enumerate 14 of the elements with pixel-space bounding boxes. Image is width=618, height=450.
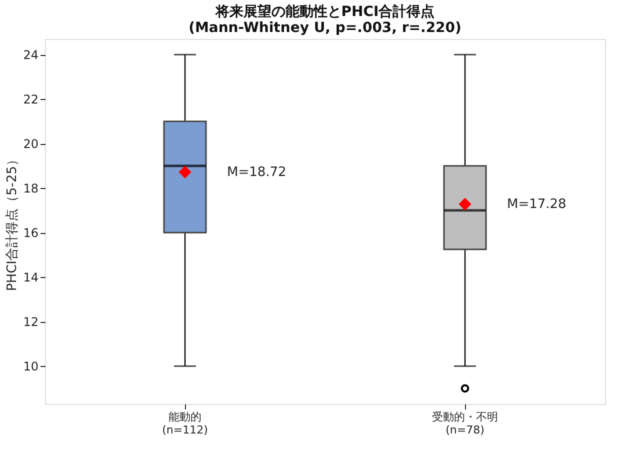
y-tick-label: 18	[23, 182, 38, 196]
y-tick-label: 24	[23, 48, 38, 62]
y-axis-title: PHCI合計得点（5-25）	[5, 152, 20, 292]
x-tick-label: 能動的 (n=112)	[162, 410, 208, 436]
y-tick-label: 20	[23, 137, 38, 152]
annotation: M=17.28	[507, 197, 566, 212]
chart-title: 将来展望の能動性とPHCI合計得点 (Mann-Whitney U, p=.003, r=.220)	[188, 3, 462, 36]
y-tick-label: 22	[23, 92, 38, 107]
y-tick-label: 10	[23, 360, 38, 374]
y-tick-label: 16	[23, 226, 38, 240]
annotation: M=18.72	[227, 165, 286, 180]
y-tick-label: 14	[23, 270, 38, 285]
x-tick-label: 受動的・不明 (n=78)	[432, 410, 498, 436]
y-tick-label: 12	[23, 315, 38, 330]
